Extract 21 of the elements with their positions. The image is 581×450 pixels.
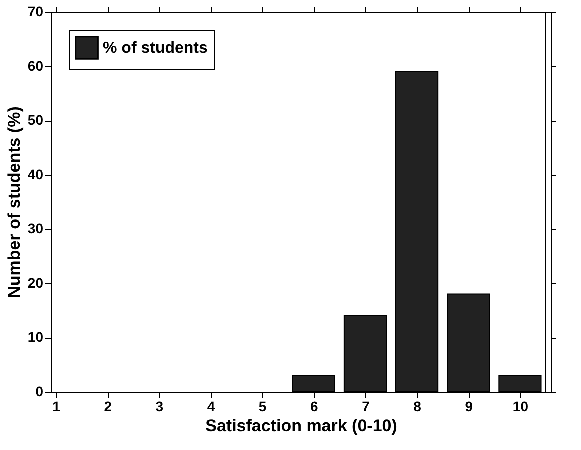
y-tick-label: 30 [28,220,44,237]
y-tick-label: 50 [28,112,44,128]
x-tick-label: 4 [207,398,216,414]
x-tick-label: 8 [414,398,422,414]
x-tick-label: 6 [310,398,318,414]
legend-label: % of students [103,40,208,57]
y-tick-label: 40 [28,166,44,182]
x-tick-label: 2 [104,398,112,414]
x-axis-title: Satisfaction mark (0-10) [206,416,398,436]
y-tick-label: 0 [36,384,44,400]
y-tick-label: 20 [28,274,44,291]
y-tick-label: 70 [28,4,44,20]
y-tick-label: 60 [28,58,44,74]
x-tick-label: 1 [52,398,61,414]
x-tick-label: 7 [362,398,370,414]
x-tick-label: 10 [512,398,529,414]
x-tick-label: 5 [258,398,267,414]
x-tick-label: 9 [465,398,474,414]
x-tick-label: 3 [156,398,164,414]
y-tick-label: 10 [28,329,44,346]
y-axis-title: Number of students (%) [4,106,24,298]
